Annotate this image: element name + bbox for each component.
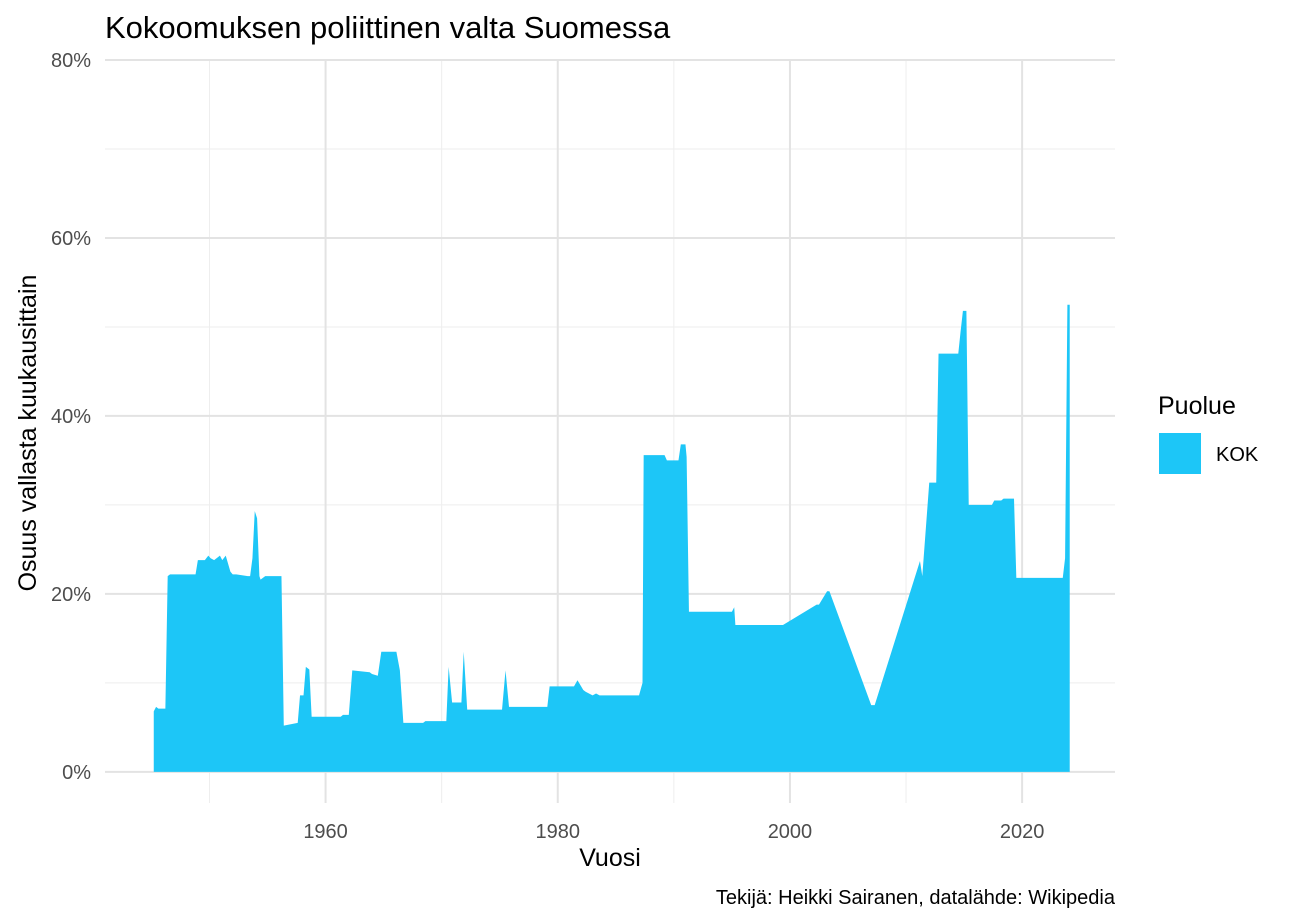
x-tick-label: 2020 [1000,821,1045,843]
chart-caption: Tekijä: Heikki Sairanen, datalähde: Wiki… [716,887,1116,909]
y-tick-label: 0% [62,762,91,784]
legend-swatch-kok [1159,433,1201,474]
series-layer [153,304,1070,772]
x-axis-ticks: 1960 1980 2000 2020 [303,821,1044,843]
chart-title: Kokoomuksen poliittinen valta Suomessa [105,10,671,45]
y-tick-label: 20% [51,584,91,606]
x-tick-label: 2000 [768,821,813,843]
x-tick-label: 1980 [536,821,581,843]
legend: Puolue KOK [1158,392,1259,474]
x-axis-title: Vuosi [579,844,641,872]
y-tick-label: 80% [51,50,91,72]
y-axis-ticks: 0% 20% 40% 60% 80% [51,50,91,784]
x-tick-label: 1960 [303,821,348,843]
series-area-kok [153,304,1070,772]
legend-title: Puolue [1158,392,1236,420]
legend-label-kok: KOK [1216,444,1259,466]
y-tick-label: 40% [51,406,91,428]
y-axis-title: Osuus vallasta kuukausittain [14,275,42,592]
y-tick-label: 60% [51,228,91,250]
